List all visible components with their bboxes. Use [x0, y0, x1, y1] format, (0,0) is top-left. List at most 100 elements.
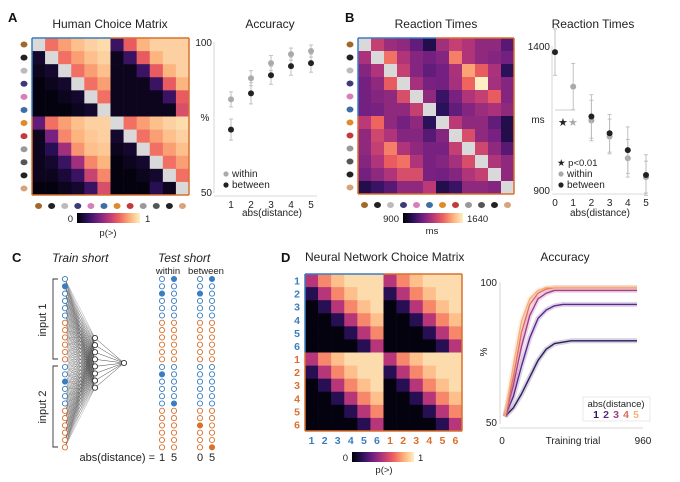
row-rank-label: 4: [294, 315, 300, 327]
connection: [64, 337, 96, 404]
matrix-cell: [357, 300, 371, 314]
matrix-cell: [318, 313, 332, 327]
test-input-unit: [170, 312, 178, 319]
matrix-cell: [123, 77, 137, 91]
x-tick-label: 3: [607, 198, 613, 209]
matrix-cell: [110, 181, 124, 196]
item-icon: [478, 202, 485, 208]
item-icon: [465, 202, 472, 208]
matrix-cell: [331, 352, 345, 366]
nn-xtick-960: 960: [635, 436, 652, 447]
matrix-cell: [84, 155, 98, 170]
matrix-cell: [45, 168, 59, 183]
matrix-cell: [383, 391, 397, 406]
matrix-cell: [409, 391, 424, 406]
row-rank-label: 6: [294, 341, 300, 353]
between-point: [228, 126, 234, 133]
col-rank-label: 5: [439, 435, 445, 447]
matrix-cell: [45, 77, 59, 91]
item-icon: [152, 203, 160, 209]
test-input-unit: [158, 283, 166, 290]
matrix-cell: [45, 142, 59, 157]
matrix-cell: [97, 77, 111, 91]
matrix-cell: [305, 313, 319, 327]
hidden-unit: [91, 334, 99, 342]
nn-choice-matrix: [304, 273, 463, 432]
test-input-unit: [208, 319, 216, 326]
matrix-cell: [331, 378, 345, 393]
matrix-cell: [462, 155, 476, 169]
legend-entry-3: 3: [613, 409, 619, 421]
series-line-3: [504, 289, 637, 417]
colorbar-d-min: 0: [343, 453, 348, 464]
matrix-cell: [344, 404, 358, 419]
test-input-unit: [158, 363, 166, 371]
matrix-cell: [162, 77, 177, 91]
matrix-cell: [370, 326, 384, 340]
accuracy-a-title: Accuracy: [245, 17, 294, 31]
matrix-cell: [475, 142, 489, 156]
matrix-cell: [449, 38, 463, 52]
test-input-unit: [170, 422, 178, 429]
item-icon: [20, 159, 28, 166]
matrix-cell: [384, 38, 398, 52]
item-icon: [346, 80, 354, 87]
test-input-unit: [170, 444, 178, 451]
colorbar-a: [77, 213, 140, 223]
connection: [64, 286, 96, 339]
human-matrix-title: Human Choice Matrix: [52, 17, 167, 31]
colorbar-a-max: 1: [145, 214, 150, 225]
within-point: [570, 83, 577, 90]
test-input-unit: [170, 429, 178, 436]
connection: [94, 344, 125, 364]
matrix-cell: [448, 339, 463, 353]
matrix-cell: [162, 90, 177, 104]
legend-between-marker: [223, 182, 229, 188]
matrix-cell: [32, 64, 46, 78]
matrix-cell: [448, 391, 463, 406]
test-input-unit: [158, 341, 166, 348]
row-rank-label: 1: [294, 354, 300, 366]
matrix-cell: [435, 365, 450, 379]
matrix-cell: [422, 391, 437, 406]
matrix-cell: [331, 365, 345, 379]
matrix-cell: [422, 326, 437, 340]
matrix-cell: [358, 90, 372, 104]
row-rank-label: 2: [294, 289, 300, 301]
rt-matrix-title: Reaction Times: [395, 17, 478, 31]
matrix-cell: [422, 313, 437, 327]
matrix-cell: [149, 38, 164, 52]
matrix-cell: [410, 116, 424, 130]
rt-ytick-900: 900: [533, 186, 550, 197]
matrix-cell: [501, 168, 515, 182]
test-distance-2: 5: [171, 452, 177, 464]
matrix-cell: [149, 155, 164, 170]
matrix-cell: [396, 352, 410, 366]
matrix-cell: [318, 404, 332, 419]
item-icon: [178, 203, 186, 209]
matrix-cell: [175, 155, 190, 170]
matrix-cell: [462, 129, 476, 143]
matrix-cell: [423, 181, 437, 195]
test-input-unit: [170, 400, 178, 407]
input-bracket: [52, 365, 58, 448]
matrix-cell: [71, 51, 85, 65]
matrix-cell: [383, 300, 397, 314]
test-input-unit: [196, 348, 204, 356]
colorbar-a-min: 0: [68, 214, 73, 225]
col-rank-label: 6: [374, 435, 380, 447]
matrix-cell: [448, 404, 463, 419]
matrix-cell: [488, 181, 502, 195]
matrix-cell: [370, 300, 384, 314]
hidden-unit: [91, 384, 99, 391]
within-point: [268, 60, 274, 67]
test-input-unit: [208, 393, 216, 400]
connection: [64, 322, 96, 339]
within-point: [248, 75, 254, 82]
matrix-cell: [149, 103, 164, 117]
matrix-cell: [409, 274, 424, 288]
matrix-cell: [448, 378, 463, 393]
matrix-cell: [396, 404, 410, 419]
item-icon: [413, 202, 420, 208]
col-rank-label: 3: [335, 435, 341, 447]
